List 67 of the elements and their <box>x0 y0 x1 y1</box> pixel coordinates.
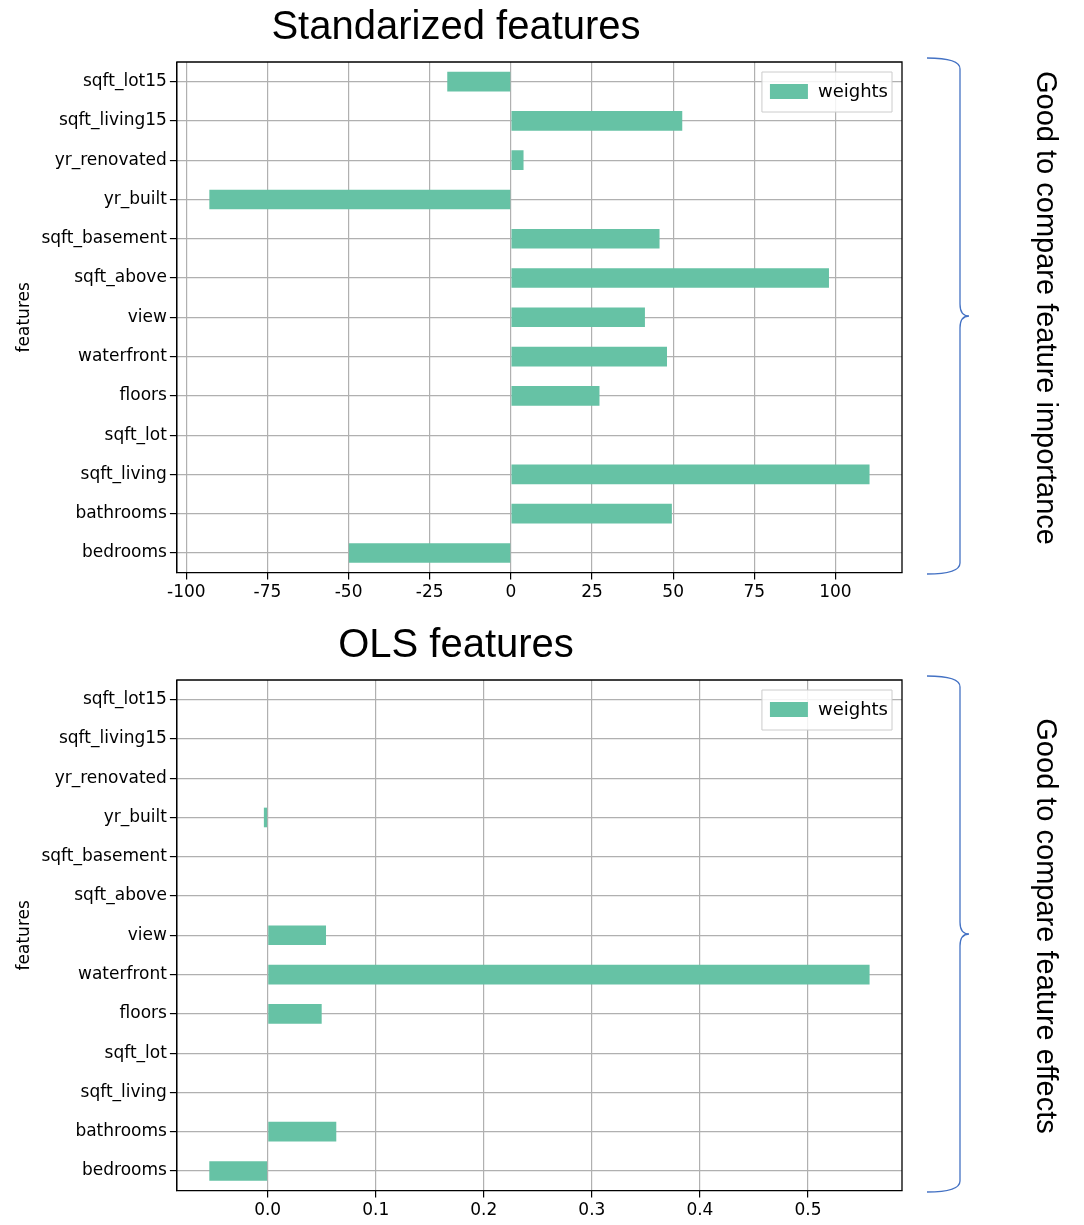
bar <box>268 964 870 985</box>
x-tick-label: 25 <box>581 581 603 602</box>
bar <box>511 228 660 249</box>
y-tick-label: yr_renovated <box>54 766 167 788</box>
y-tick-label: sqft_lot15 <box>82 688 167 710</box>
bar <box>511 150 524 171</box>
y-tick-label: bedrooms <box>81 541 168 562</box>
y-tick-label: sqft_above <box>74 266 167 288</box>
bar <box>511 464 870 485</box>
y-tick-label: sqft_basement <box>41 845 168 867</box>
chart-title: Standarized features <box>271 3 641 48</box>
y-tick-label: sqft_living <box>80 462 167 484</box>
bar <box>268 1004 322 1024</box>
y-tick-label: sqft_above <box>74 884 167 906</box>
y-tick-label: view <box>127 923 167 944</box>
y-tick-label: sqft_lot <box>104 1041 168 1063</box>
bar <box>511 268 829 288</box>
y-tick-label: waterfront <box>77 345 168 365</box>
x-tick-label: 0.4 <box>686 1199 714 1220</box>
y-tick-label: sqft_basement <box>41 227 168 249</box>
x-tick-label: -25 <box>415 581 444 602</box>
x-tick-label: 0 <box>505 581 517 602</box>
y-tick-label: floors <box>119 1002 168 1023</box>
chart-title: OLS features <box>338 621 574 666</box>
y-tick-label: sqft_living15 <box>58 109 167 131</box>
x-tick-label: -50 <box>334 581 363 602</box>
x-tick-label: 50 <box>662 581 684 602</box>
bar <box>268 1121 337 1142</box>
x-tick-label: 0.5 <box>794 1199 822 1220</box>
bar <box>511 111 683 131</box>
y-tick-label: bathrooms <box>75 502 168 523</box>
y-tick-label: waterfront <box>77 963 168 983</box>
bar <box>511 346 667 367</box>
bar <box>268 925 327 946</box>
x-tick-label: 0.3 <box>578 1199 606 1220</box>
y-tick-label: sqft_living15 <box>58 727 167 749</box>
y-axis-title: features <box>12 282 33 353</box>
x-tick-label: 0.1 <box>362 1199 390 1220</box>
y-tick-label: yr_renovated <box>54 148 167 170</box>
bar <box>263 807 268 828</box>
bar <box>511 386 600 406</box>
y-tick-label: bathrooms <box>75 1120 168 1141</box>
x-tick-label: 100 <box>819 581 852 602</box>
legend-label: weights <box>817 697 889 719</box>
y-axis-title: features <box>12 900 33 971</box>
bar <box>511 503 672 524</box>
y-tick-label: sqft_lot15 <box>82 70 167 92</box>
bar <box>209 189 511 210</box>
y-tick-label: sqft_lot <box>104 423 168 445</box>
y-tick-label: yr_built <box>103 187 168 209</box>
legend-label: weights <box>817 79 889 101</box>
bar <box>511 307 645 328</box>
y-tick-label: view <box>127 305 167 326</box>
bar <box>447 71 511 92</box>
x-tick-label: -75 <box>253 581 282 602</box>
bar <box>348 543 511 563</box>
x-tick-label: -100 <box>167 581 206 602</box>
text: Good to compare feature effects <box>1029 718 1063 1134</box>
y-tick-label: sqft_living <box>80 1080 167 1102</box>
text: Good to compare feature importance <box>1029 71 1063 545</box>
y-tick-label: yr_built <box>103 805 168 827</box>
bar <box>209 1161 268 1181</box>
x-tick-label: 0.2 <box>470 1199 498 1220</box>
y-tick-label: floors <box>119 384 168 405</box>
y-tick-label: bedrooms <box>81 1159 168 1180</box>
x-tick-label: 75 <box>743 581 766 602</box>
x-tick-label: 0.0 <box>254 1199 282 1220</box>
